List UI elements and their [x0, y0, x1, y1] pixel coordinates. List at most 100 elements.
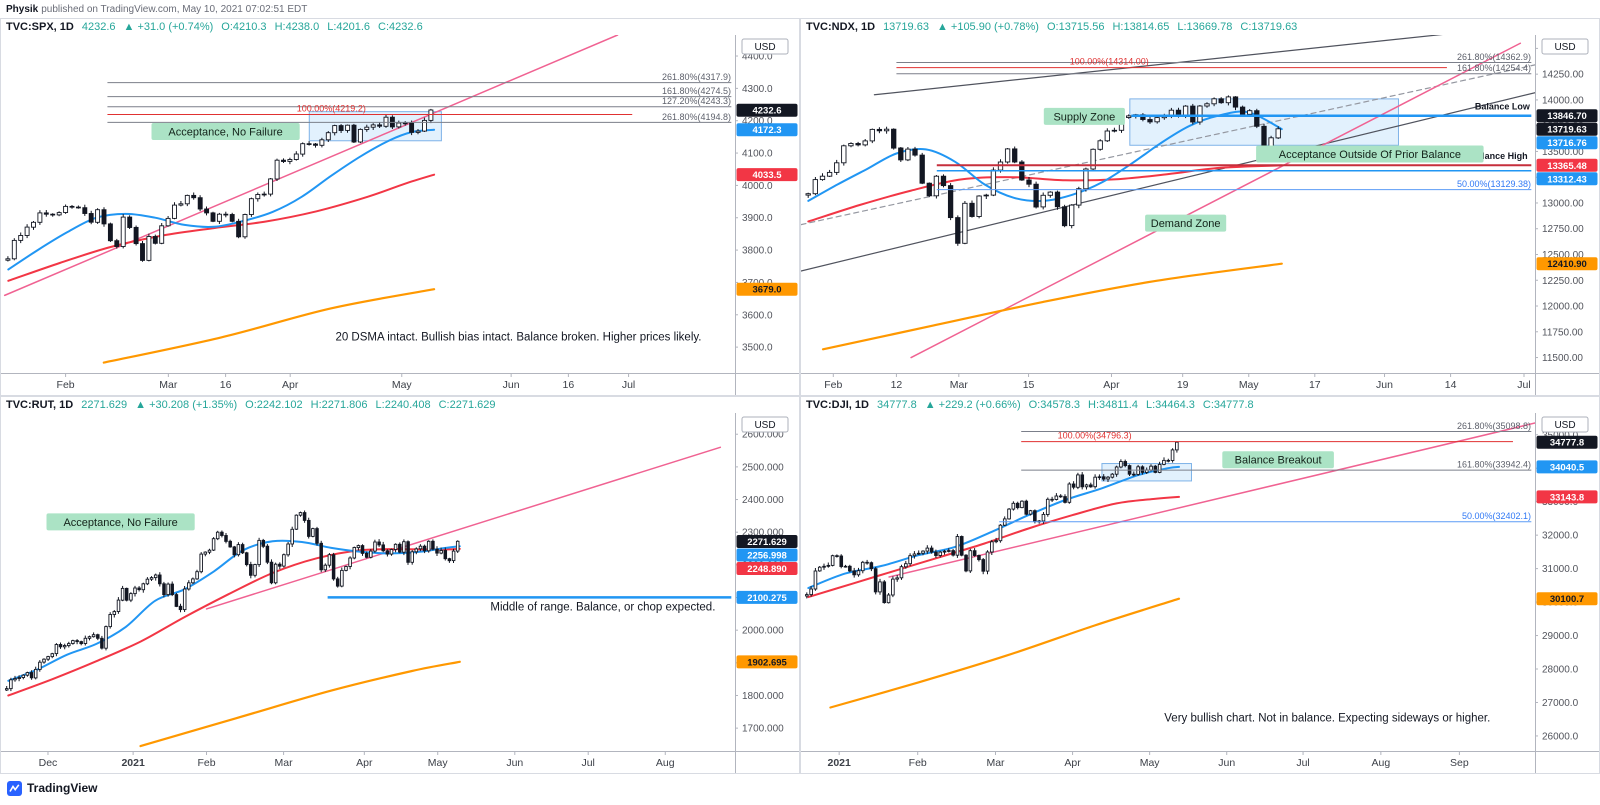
time-axis[interactable]: 2021 Feb Mar Apr May Jun Jul Aug Sep: [801, 751, 1599, 769]
svg-text:2600.000: 2600.000: [742, 430, 784, 441]
price-change: ▲ +30.208 (+1.35%): [135, 399, 238, 411]
symbol-name[interactable]: TVC:RUT, 1D: [6, 399, 74, 411]
chart-canvas-ndx[interactable]: 261.80%(14362.9)161.80%(14254.4) 100.00%(…: [801, 35, 1599, 395]
open-value: O:4210.3: [221, 21, 267, 33]
price-scale[interactable]: 1700.0001800.0001900.0002000.0002100.000…: [735, 413, 798, 773]
svg-text:3800.0: 3800.0: [742, 246, 773, 257]
svg-text:Jun: Jun: [1376, 379, 1393, 391]
svg-text:12500.00: 12500.00: [1542, 250, 1584, 261]
channel-bottom: [801, 92, 1535, 272]
svg-text:27000.0: 27000.0: [1542, 698, 1579, 709]
candlestick-series: [805, 441, 1179, 604]
ma-200: [102, 288, 436, 364]
chart-canvas-rut[interactable]: Acceptance, No Failure Middle of range. B…: [1, 413, 799, 773]
svg-text:USD: USD: [754, 420, 775, 431]
svg-text:34040.5: 34040.5: [1550, 462, 1585, 473]
svg-text:Feb: Feb: [824, 379, 842, 391]
ma-50: [807, 495, 1180, 599]
svg-text:Jul: Jul: [581, 757, 594, 769]
price-scale[interactable]: 26000.027000.028000.029000.030000.031000…: [1535, 413, 1598, 773]
last-price: 4232.6: [81, 21, 116, 33]
close-value: C:2271.629: [438, 399, 496, 411]
symbol-name[interactable]: TVC:NDX, 1D: [806, 21, 876, 33]
price-scale[interactable]: 11500.00 11750.00 12000.00 12250.00 12500.00…: [1535, 35, 1598, 395]
price-label: [1536, 460, 1598, 474]
low-value: L:2240.408: [375, 399, 431, 411]
svg-text:261.80%(35098.8): 261.80%(35098.8): [1457, 421, 1531, 431]
svg-text:1902.695: 1902.695: [747, 657, 787, 668]
svg-text:Aug: Aug: [656, 757, 675, 769]
level-labels: 261.80%(35098.8) 100.00%(34796.3) 161.80%(…: [1058, 421, 1531, 521]
callout-box: [46, 513, 195, 531]
svg-text:16: 16: [563, 379, 575, 391]
chart-canvas-spx[interactable]: 261.80%(4317.9) 161.80%(4274.5)127.20%(42…: [1, 35, 799, 395]
svg-text:4232.6: 4232.6: [752, 106, 781, 117]
open-value: O:13715.56: [1046, 21, 1105, 33]
svg-text:4100.0: 4100.0: [742, 149, 773, 160]
time-axis[interactable]: Dec 2021 Feb Mar Apr May Jun Jul Aug: [1, 751, 799, 769]
svg-text:161.80%(33942.4): 161.80%(33942.4): [1457, 460, 1531, 470]
svg-text:2271.629: 2271.629: [747, 537, 787, 548]
svg-text:2248.890: 2248.890: [747, 564, 787, 575]
svg-text:Jul: Jul: [622, 379, 635, 391]
svg-text:29000.0: 29000.0: [1542, 631, 1579, 642]
trend-line-pink: [3, 35, 619, 297]
tradingview-logo-icon[interactable]: [7, 780, 22, 796]
svg-text:12250.00: 12250.00: [1542, 276, 1584, 287]
svg-text:Apr: Apr: [1103, 379, 1120, 391]
svg-text:Acceptance Outside Of Prior Ba: Acceptance Outside Of Prior Balance: [1279, 149, 1461, 161]
close-value: C:13719.63: [1240, 21, 1298, 33]
svg-text:13000.00: 13000.00: [1542, 198, 1584, 209]
svg-text:261.80%(4194.8): 261.80%(4194.8): [662, 112, 731, 122]
price-label: [1536, 435, 1598, 449]
plot-area: [3, 35, 732, 364]
price-change: ▲ +229.2 (+0.66%): [924, 399, 1021, 411]
svg-text:13365.48: 13365.48: [1547, 161, 1587, 172]
symbol-name[interactable]: TVC:SPX, 1D: [6, 21, 74, 33]
last-price: 34777.8: [876, 399, 917, 411]
ma-20: [807, 465, 1180, 589]
price-label: [736, 535, 798, 548]
plot-area: [5, 446, 732, 748]
svg-text:12000.00: 12000.00: [1542, 302, 1584, 313]
svg-text:4300.0: 4300.0: [742, 84, 773, 95]
time-axis[interactable]: Feb 12 Mar 15 Apr 19 May 17 Jun 14 Jul: [801, 373, 1599, 391]
tradingview-brand[interactable]: TradingView: [27, 781, 98, 795]
open-value: O:34578.3: [1028, 399, 1080, 411]
symbol-info-row: TVC:SPX, 1D 4232.6 ▲ +31.0 (+0.74%) O:42…: [1, 19, 799, 35]
trend-line-pink: [205, 446, 722, 610]
high-value: H:34811.4: [1088, 399, 1138, 411]
svg-text:2100.275: 2100.275: [747, 593, 787, 604]
level-labels: 261.80%(4317.9) 161.80%(4274.5)127.20%(42…: [297, 72, 731, 122]
ma-50: [807, 164, 1283, 223]
chart-panel-ndx: TVC:NDX, 1D 13719.63 ▲ +105.90 (+0.78%) …: [800, 18, 1600, 396]
svg-text:3600.0: 3600.0: [742, 310, 773, 321]
price-label: [736, 548, 798, 562]
price-label: [1536, 136, 1598, 150]
low-value: L:34464.3: [1145, 399, 1195, 411]
svg-text:3679.0: 3679.0: [752, 285, 781, 296]
svg-text:Mar: Mar: [159, 379, 178, 391]
svg-text:100.00%(34796.3): 100.00%(34796.3): [1058, 431, 1132, 441]
price-scale[interactable]: 3500.03600.03700.03800.03900.04000.04100…: [735, 35, 798, 395]
symbol-name[interactable]: TVC:DJI, 1D: [806, 399, 869, 411]
svg-text:1800.000: 1800.000: [742, 691, 784, 702]
trend-line-pink: [888, 422, 1535, 578]
chart-canvas-dji[interactable]: 261.80%(35098.8) 100.00%(34796.3) 161.80%(…: [801, 413, 1599, 773]
svg-text:20 DSMA intact. Bullish bias i: 20 DSMA intact. Bullish bias intact. Bal…: [335, 332, 701, 344]
svg-text:4172.3: 4172.3: [752, 125, 781, 136]
svg-text:13846.70: 13846.70: [1547, 111, 1587, 122]
time-axis[interactable]: Feb Mar 16 Apr May Jun 16 Jul: [1, 373, 799, 391]
high-value: H:4238.0: [274, 21, 320, 33]
channel-mid-dashed: [801, 64, 1535, 226]
ma-50: [7, 547, 461, 697]
svg-text:100.00%(14314.00): 100.00%(14314.00): [1070, 57, 1149, 67]
svg-text:161.80%(4274.5): 161.80%(4274.5): [662, 86, 731, 96]
price-label: [736, 655, 798, 669]
currency-box: [1541, 416, 1589, 433]
svg-text:May: May: [1239, 379, 1260, 391]
svg-text:Prior Balance High: Prior Balance High: [1447, 151, 1528, 161]
publisher-name[interactable]: Physik: [6, 3, 39, 15]
chart-panel-dji: TVC:DJI, 1D 34777.8 ▲ +229.2 (+0.66%) O:…: [800, 396, 1600, 774]
price-label: [1536, 490, 1598, 504]
